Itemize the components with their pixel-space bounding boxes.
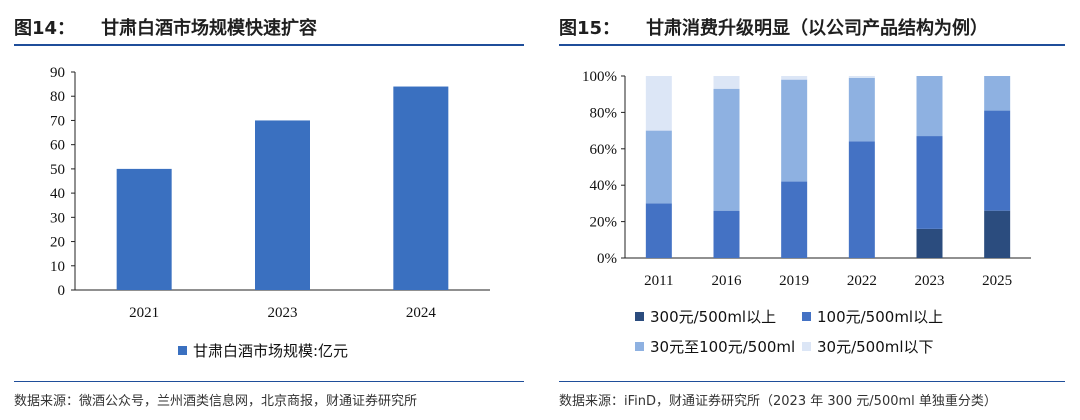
bar-2022-segment-3 [848, 76, 875, 78]
x-tick-label: 2023 [915, 273, 945, 289]
figure-14-heading: 图14： 甘肃白酒市场规模快速扩容 [14, 14, 317, 40]
y-tick-label: 40 [50, 186, 65, 202]
figure-14-top-rule [14, 44, 524, 46]
figure-14-bar-chart: 0 10 20 30 40 50 60 70 80 90 2021 2023 2024 甘肃白酒市场规模:… [50, 65, 490, 360]
y-tick-label: 80 [50, 89, 65, 105]
figure-14-panel: 图14： 甘肃白酒市场规模快速扩容 0 10 20 30 40 50 60 70 80 90 2021… [0, 0, 530, 420]
bar-2023-segment-2 [916, 76, 943, 137]
y-tick-label: 50 [50, 162, 65, 178]
y-tick-label: 80% [590, 105, 618, 121]
legend-label: 甘肃白酒市场规模:亿元 [193, 342, 348, 360]
figure-14-bottom-rule [14, 381, 524, 382]
bar-2016-segment-3 [713, 76, 740, 89]
figure-15-bottom-rule [559, 381, 1065, 382]
bar-2021 [116, 168, 172, 290]
y-tick-label: 40% [590, 178, 618, 194]
legend-label-2: 30元至100元/500ml [650, 338, 795, 356]
figure-15-heading: 图15： 甘肃消费升级明显（以公司产品结构为例） [559, 14, 988, 40]
y-tick-label: 30 [50, 210, 65, 226]
bar-2023-segment-1 [916, 136, 943, 229]
x-tick-label: 2019 [779, 273, 809, 289]
y-tick-label: 20% [590, 215, 618, 231]
bar-2022-segment-1 [848, 141, 875, 258]
x-tick-label: 2022 [847, 273, 877, 289]
x-tick-label: 2024 [406, 305, 437, 321]
bar-2019-segment-2 [781, 79, 808, 182]
bar-2025-segment-0 [984, 210, 1011, 258]
legend-swatch-3 [802, 342, 811, 351]
y-tick-label: 0 [58, 283, 66, 299]
bar-2019-segment-1 [781, 181, 808, 258]
bar-2011-segment-1 [645, 203, 672, 258]
figure-15-top-rule [559, 44, 1065, 46]
figure-14-number: 图14： [14, 18, 76, 39]
bar-2023-segment-0 [916, 228, 943, 258]
x-tick-label: 2023 [268, 305, 298, 321]
y-tick-label: 20 [50, 235, 65, 251]
figure-14-title: 甘肃白酒市场规模快速扩容 [101, 18, 318, 39]
figure-15-number: 图15： [559, 18, 621, 39]
figure-15-panel: 图15： 甘肃消费升级明显（以公司产品结构为例） 0% 20% 40% 60% 80% 10… [545, 0, 1080, 420]
bar-2025-segment-2 [984, 76, 1011, 111]
y-tick-label: 60% [590, 142, 618, 158]
bar-2025-segment-1 [984, 110, 1011, 211]
bar-2016-segment-2 [713, 88, 740, 211]
figure-15-title: 甘肃消费升级明显（以公司产品结构为例） [646, 18, 989, 39]
legend-swatch-1 [802, 312, 811, 321]
bar-2023 [255, 120, 310, 290]
legend-swatch-2 [635, 342, 644, 351]
bar-2016-segment-1 [713, 210, 740, 258]
bar-2011-segment-2 [645, 130, 672, 204]
legend-label-0: 300元/500ml以上 [650, 308, 776, 326]
y-tick-label: 70 [50, 113, 65, 129]
bar-2011-segment-3 [645, 76, 672, 131]
bar-2019-segment-3 [781, 76, 808, 80]
figure-15-source: 数据来源：iFinD，财通证券研究所（2023 年 300 元/500ml 单独… [559, 394, 997, 409]
x-tick-label: 2016 [712, 273, 743, 289]
legend-label-3: 30元/500ml以下 [817, 338, 934, 356]
figure-15-stacked-bar-chart: 0% 20% 40% 60% 80% 100% 2011 2016 2019 2022 2023 20… [582, 69, 1031, 356]
figure-14-source: 数据来源：微酒公众号，兰州酒类信息网，北京商报，财通证券研究所 [14, 394, 418, 409]
x-tick-label: 2021 [129, 305, 159, 321]
y-tick-label: 10 [50, 259, 65, 275]
y-tick-label: 60 [50, 138, 65, 154]
x-tick-label: 2011 [644, 273, 673, 289]
x-tick-label: 2025 [982, 273, 1012, 289]
y-tick-label: 90 [50, 65, 65, 81]
legend-label-1: 100元/500ml以上 [817, 308, 943, 326]
legend-swatch [178, 346, 187, 355]
y-tick-label: 0% [597, 251, 617, 267]
bar-2024 [393, 86, 449, 291]
bar-2022-segment-2 [848, 77, 875, 142]
y-tick-label: 100% [582, 69, 617, 85]
legend-swatch-0 [635, 312, 644, 321]
